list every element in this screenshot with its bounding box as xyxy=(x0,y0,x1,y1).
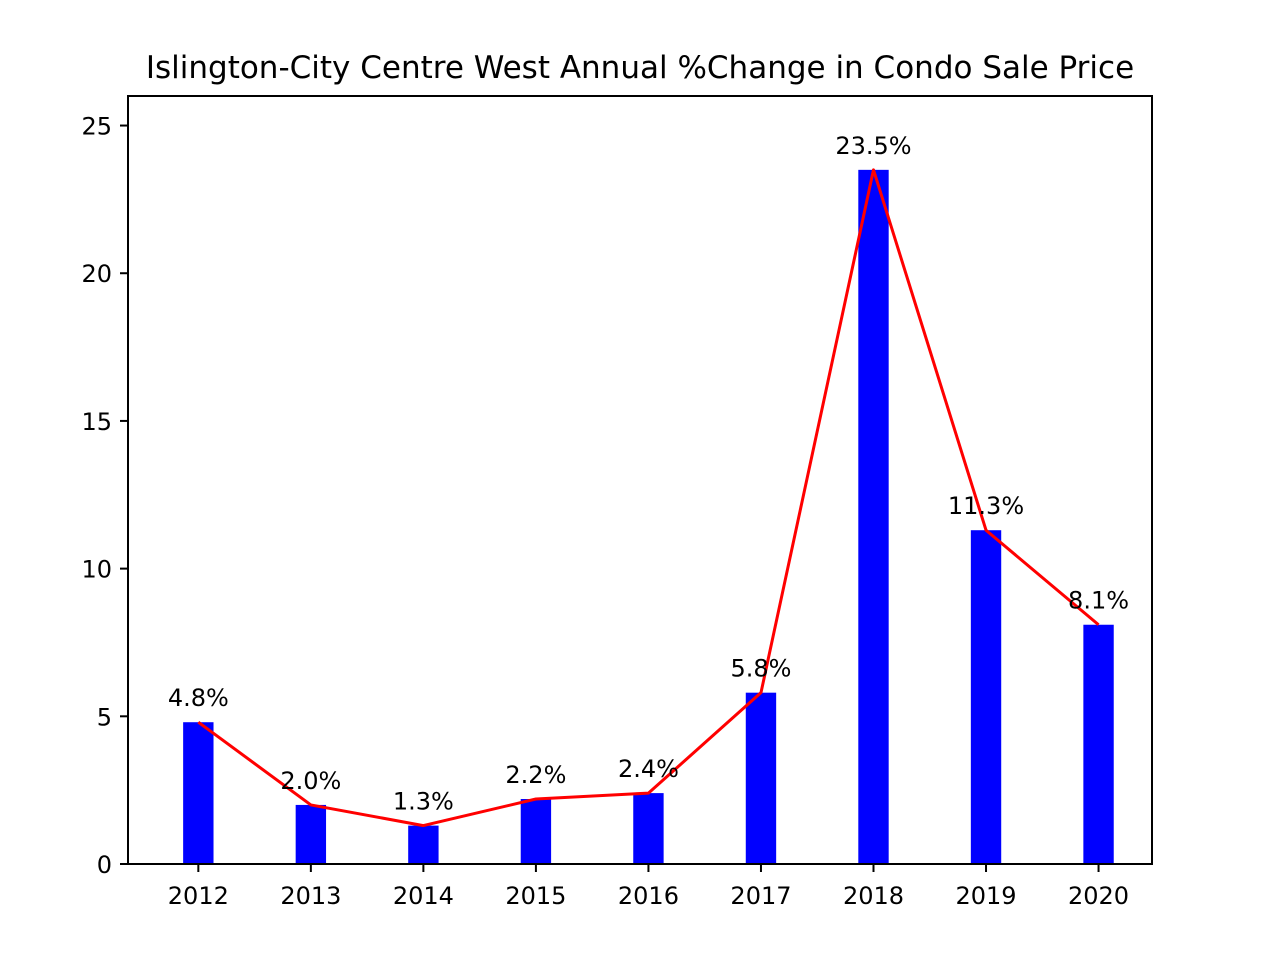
x-tick-label-2019: 2019 xyxy=(955,882,1016,910)
bars xyxy=(183,169,1114,864)
y-tick-label-25: 25 xyxy=(81,113,112,141)
x-tick-label-2020: 2020 xyxy=(1068,882,1129,910)
bar-2014 xyxy=(408,825,439,864)
trend-line xyxy=(197,168,1100,828)
data-label-2017: 5.8% xyxy=(730,655,791,683)
bar-2019 xyxy=(970,530,1002,864)
x-tick-label-2016: 2016 xyxy=(618,882,679,910)
bar-2017 xyxy=(745,692,777,864)
y-tick-label-15: 15 xyxy=(81,408,112,436)
data-label-2014: 1.3% xyxy=(393,788,454,816)
plot-frame xyxy=(127,95,1153,865)
x-tick-label-2013: 2013 xyxy=(280,882,341,910)
x-tick-label-2017: 2017 xyxy=(730,882,791,910)
x-tick-label-2015: 2015 xyxy=(505,882,566,910)
bar-2016 xyxy=(633,793,664,864)
x-tick-label-2018: 2018 xyxy=(843,882,904,910)
data-label-2015: 2.2% xyxy=(505,761,566,789)
x-tick-label-2014: 2014 xyxy=(393,882,454,910)
x-axis: 2012 2013 2014 2015 2016 2017 2018 2019 2020 xyxy=(168,864,1129,910)
y-axis: 0 5 10 15 20 25 xyxy=(81,113,128,879)
data-label-2013: 2.0% xyxy=(280,767,341,795)
data-label-2018: 23.5% xyxy=(835,132,911,160)
y-tick-label-10: 10 xyxy=(81,556,112,584)
y-tick-label-0: 0 xyxy=(97,851,112,879)
data-labels: 4.8% 2.0% 1.3% 2.2% 2.4% 5.8% 23.5% 11.3% 8.1% xyxy=(168,132,1129,816)
y-tick-label-20: 20 xyxy=(81,260,112,288)
x-tick-label-2012: 2012 xyxy=(168,882,229,910)
bar-2012 xyxy=(183,722,214,864)
data-label-2012: 4.8% xyxy=(168,684,229,712)
data-label-2019: 11.3% xyxy=(948,492,1024,520)
bar-2013 xyxy=(295,804,327,864)
bar-2018 xyxy=(858,169,889,864)
trend-line-layer xyxy=(197,168,1100,828)
data-label-2016: 2.4% xyxy=(618,755,679,783)
bar-2015 xyxy=(520,799,552,864)
chart-title: Islington-City Centre West Annual %Chang… xyxy=(146,50,1134,86)
y-tick-label-5: 5 xyxy=(97,703,112,731)
bar-2020 xyxy=(1083,624,1114,864)
data-label-2020: 8.1% xyxy=(1068,587,1129,615)
